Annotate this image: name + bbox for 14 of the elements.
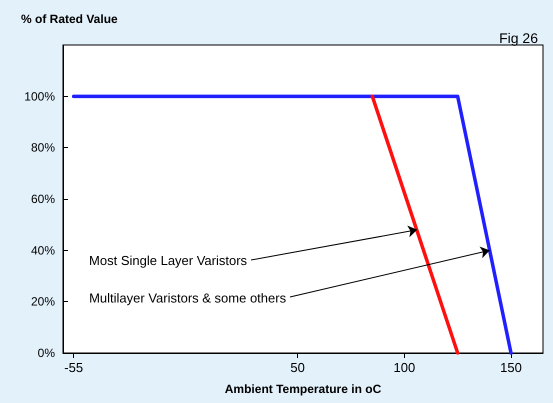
chart-title: % of Rated Value bbox=[21, 12, 118, 26]
x-tick-label: 150 bbox=[500, 360, 522, 375]
y-tick-label: 80% bbox=[30, 140, 56, 155]
annotation: Most Single Layer Varistors bbox=[89, 253, 248, 268]
x-axis-title: Ambient Temperature in oC bbox=[224, 382, 382, 396]
x-tick-label: 50 bbox=[290, 360, 305, 375]
y-tick-label: 60% bbox=[30, 192, 56, 206]
y-tick-label: 20% bbox=[30, 294, 56, 309]
x-tick-label: -55 bbox=[64, 360, 84, 375]
y-tick-label: 40% bbox=[30, 243, 56, 258]
y-tick-label: 100% bbox=[24, 89, 56, 104]
y-tick-label: 0% bbox=[38, 346, 56, 360]
x-tick-label: 100 bbox=[393, 360, 416, 375]
annotation: Multilayer Varistors & some others bbox=[89, 290, 287, 306]
